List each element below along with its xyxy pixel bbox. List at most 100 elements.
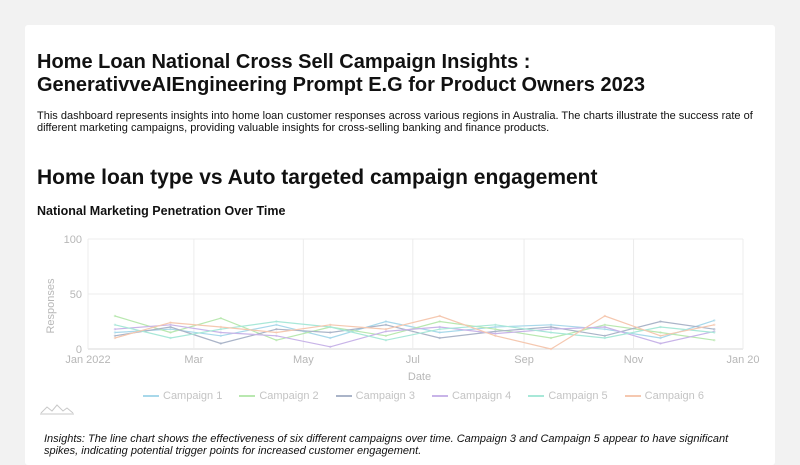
data-point-campaign-1 <box>275 323 278 326</box>
page-title: Home Loan National Cross Sell Campaign I… <box>37 51 645 96</box>
data-point-campaign-6 <box>494 334 497 337</box>
x-tick-label: Sep <box>514 354 534 366</box>
data-point-campaign-5 <box>219 328 222 331</box>
data-point-campaign-2 <box>113 314 117 318</box>
data-point-campaign-1 <box>169 328 172 331</box>
data-point-campaign-5 <box>169 336 172 340</box>
data-point-campaign-4 <box>219 331 222 334</box>
chart-legend: Campaign 1 Campaign 2 Campaign 3 Campaign 4… <box>143 388 721 402</box>
data-point-campaign-5 <box>494 323 497 326</box>
legend-item-campaign-1[interactable]: Campaign 1 <box>143 390 222 402</box>
data-point-campaign-5 <box>329 325 332 329</box>
legend-label: Campaign 6 <box>644 390 704 402</box>
data-point-campaign-3 <box>219 342 222 345</box>
data-point-campaign-5 <box>384 339 388 342</box>
data-point-campaign-1 <box>329 336 332 340</box>
chart-lines <box>113 314 716 351</box>
data-point-campaign-2 <box>713 339 716 342</box>
data-point-campaign-3 <box>384 323 388 326</box>
data-point-campaign-6 <box>219 325 222 329</box>
data-point-campaign-3 <box>603 334 606 337</box>
series-line-campaign-6 <box>114 315 715 350</box>
data-point-campaign-1 <box>219 334 222 337</box>
data-point-campaign-6 <box>384 328 388 331</box>
line-chart: 0 50 100 Jan 2022 Mar May Jul Sep Nov Jan 20 Date R… <box>45 234 760 383</box>
legend-swatch <box>143 395 159 397</box>
data-point-campaign-3 <box>549 325 553 329</box>
data-point-campaign-1 <box>438 331 441 334</box>
data-point-campaign-1 <box>384 320 388 323</box>
data-point-campaign-5 <box>659 325 662 329</box>
y-tick-label: 50 <box>70 289 82 301</box>
data-point-campaign-5 <box>438 328 441 331</box>
legend-item-campaign-6[interactable]: Campaign 6 <box>624 390 704 402</box>
x-axis-label: Date <box>408 371 431 383</box>
mountain-logo-icon <box>40 404 74 415</box>
data-point-campaign-4 <box>659 342 662 345</box>
data-point-campaign-5 <box>603 336 606 340</box>
data-point-campaign-4 <box>438 325 441 329</box>
data-point-campaign-2 <box>494 328 497 331</box>
x-tick-label: Nov <box>624 354 644 366</box>
data-point-campaign-4 <box>169 323 172 326</box>
data-point-campaign-6 <box>659 334 662 337</box>
data-point-campaign-1 <box>494 325 497 329</box>
data-point-campaign-2 <box>275 339 278 342</box>
data-point-campaign-2 <box>659 331 662 334</box>
y-axis-label: Responses <box>45 278 57 334</box>
y-tick-label: 100 <box>64 234 82 246</box>
data-point-campaign-6 <box>713 323 716 326</box>
legend-label: Campaign 2 <box>259 390 319 402</box>
series-line-campaign-2 <box>114 315 715 341</box>
data-point-campaign-3 <box>329 331 332 334</box>
legend-item-campaign-4[interactable]: Campaign 4 <box>431 390 512 402</box>
data-point-campaign-6 <box>113 336 117 340</box>
data-point-campaign-4 <box>603 325 606 329</box>
data-point-campaign-1 <box>659 336 662 340</box>
legend-item-campaign-5[interactable]: Campaign 5 <box>528 390 608 402</box>
legend-item-campaign-3[interactable]: Campaign 3 <box>335 390 415 402</box>
x-tick-label: Jan 2022 <box>65 354 110 366</box>
x-tick-label: Mar <box>184 354 203 366</box>
data-point-campaign-6 <box>275 331 278 334</box>
data-point-campaign-3 <box>113 334 117 337</box>
data-point-campaign-2 <box>438 320 441 323</box>
data-point-campaign-3 <box>713 328 716 331</box>
data-point-campaign-2 <box>384 334 388 337</box>
data-point-campaign-6 <box>438 314 441 318</box>
insights-text: Insights: The line chart shows the effec… <box>44 433 729 457</box>
data-point-campaign-1 <box>113 331 117 334</box>
data-point-campaign-3 <box>659 320 662 323</box>
data-point-campaign-2 <box>603 323 606 326</box>
data-point-campaign-4 <box>329 345 332 348</box>
data-point-campaign-5 <box>713 331 716 334</box>
legend-label: Campaign 4 <box>451 390 512 402</box>
series-line-campaign-1 <box>114 319 715 339</box>
data-point-campaign-3 <box>494 330 497 333</box>
y-tick-label: 0 <box>76 344 82 356</box>
dashboard-card: Home Loan National Cross Sell Campaign I… <box>25 25 775 465</box>
chart-axis-labels: 0 50 100 Jan 2022 Mar May Jul Sep Nov Jan 20 Date R… <box>45 234 760 383</box>
chart-title: National Marketing Penetration Over Time <box>37 204 286 218</box>
section-title: Home loan type vs Auto targeted campaign… <box>37 166 598 189</box>
x-tick-label: May <box>293 354 314 366</box>
data-point-campaign-2 <box>169 331 172 334</box>
data-point-campaign-6 <box>603 314 606 318</box>
series-line-campaign-3 <box>114 320 715 345</box>
chart-grid <box>87 238 744 350</box>
legend-label: Campaign 5 <box>548 390 608 402</box>
legend-swatch <box>431 395 448 397</box>
data-point-campaign-6 <box>169 321 172 324</box>
data-point-campaign-5 <box>113 323 117 326</box>
data-point-campaign-4 <box>549 328 553 331</box>
data-point-campaign-3 <box>169 325 172 329</box>
series-line-campaign-5 <box>114 320 715 341</box>
data-point-campaign-1 <box>603 328 606 331</box>
data-point-campaign-6 <box>549 347 553 351</box>
legend-swatch <box>528 395 545 397</box>
data-point-campaign-6 <box>329 323 332 326</box>
data-point-campaign-3 <box>275 328 278 331</box>
data-point-campaign-5 <box>275 320 278 323</box>
data-point-campaign-1 <box>713 319 716 322</box>
legend-item-campaign-2[interactable]: Campaign 2 <box>239 390 319 402</box>
